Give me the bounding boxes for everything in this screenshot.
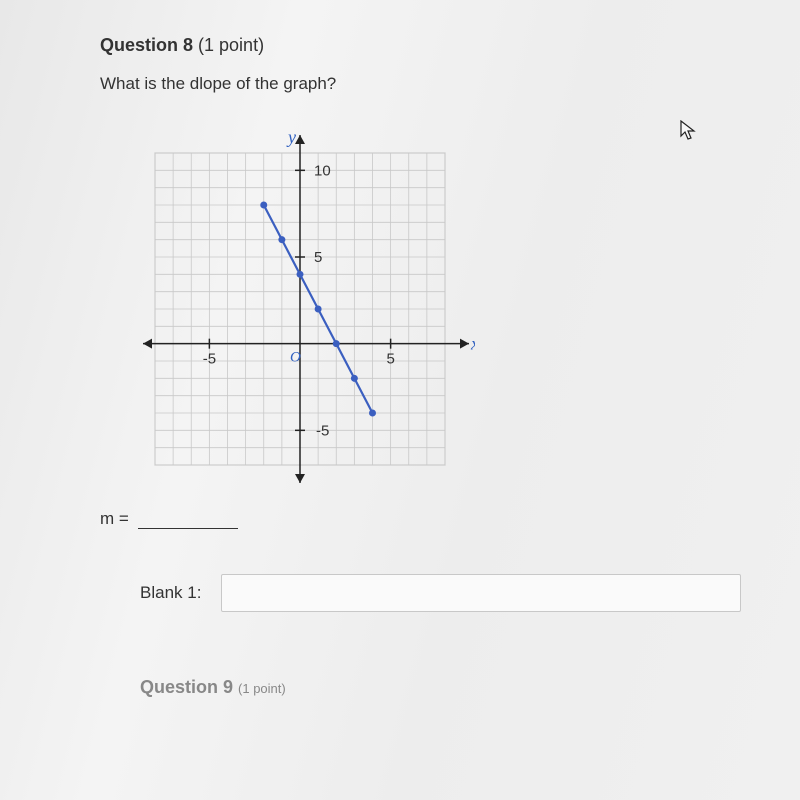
answer-row: m = bbox=[100, 509, 800, 529]
next-question-points: (1 point) bbox=[238, 681, 286, 696]
svg-text:-5: -5 bbox=[203, 351, 216, 368]
question-prompt: What is the dlope of the graph? bbox=[100, 74, 800, 94]
svg-text:x: x bbox=[470, 334, 475, 354]
svg-text:y: y bbox=[286, 129, 296, 147]
blank-input[interactable] bbox=[221, 574, 741, 612]
svg-text:-5: -5 bbox=[316, 422, 329, 439]
svg-text:5: 5 bbox=[314, 249, 322, 266]
svg-text:5: 5 bbox=[386, 351, 394, 368]
answer-prefix: m = bbox=[100, 509, 129, 528]
svg-text:10: 10 bbox=[314, 162, 331, 179]
next-question-header: Question 9 (1 point) bbox=[140, 677, 800, 698]
blank-section: Blank 1: bbox=[140, 574, 800, 612]
blank-label: Blank 1: bbox=[140, 583, 201, 603]
answer-blank-line bbox=[138, 528, 238, 529]
graph: -5 5 -5 5 10 Ox y bbox=[135, 129, 800, 494]
next-question-number: Question 9 bbox=[140, 677, 233, 697]
svg-text:O: O bbox=[290, 350, 301, 366]
question-header: Question 8 (1 point) bbox=[100, 35, 800, 56]
graph-svg: -5 5 -5 5 10 Ox y bbox=[135, 129, 475, 489]
question-number: Question 8 bbox=[100, 35, 193, 55]
question-points: (1 point) bbox=[198, 35, 264, 55]
